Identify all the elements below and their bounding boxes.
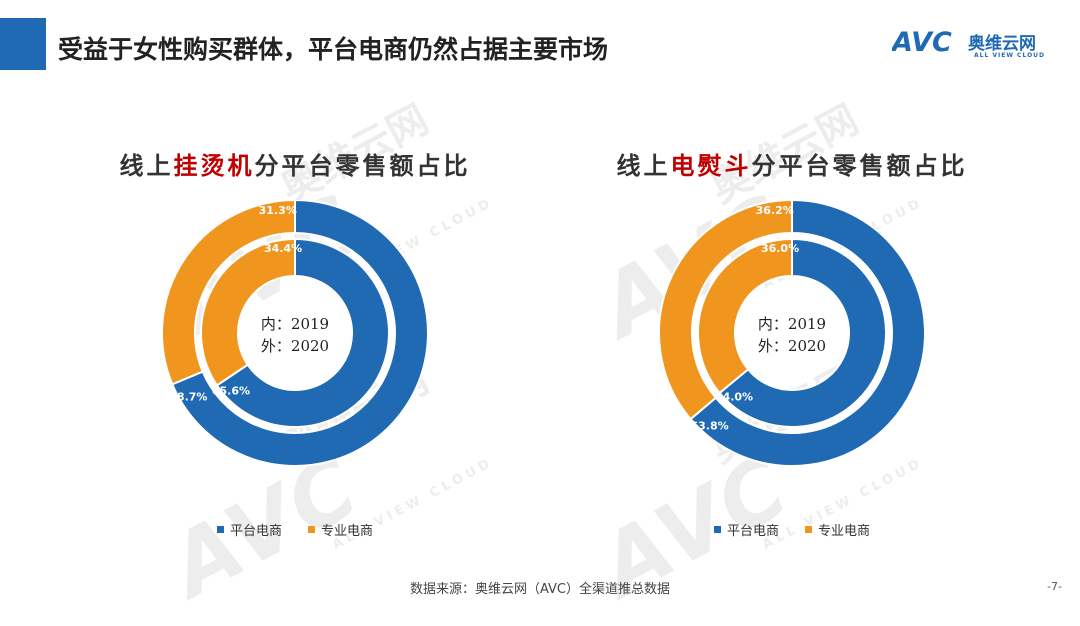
- outer-ring-label-platform: 63.8%: [690, 420, 728, 433]
- center-outer-year-label: 外：2020: [758, 337, 826, 355]
- chart-garment-steamer: 线上挂烫机分平台零售额占比 65.6% 34.4% 68.7% 31.3% 内：2019…: [85, 140, 505, 560]
- legend-label-specialty: 专业电商: [321, 524, 374, 539]
- chart-title-suffix: 分平台零售额占比: [254, 151, 471, 180]
- legend-item-specialty: 专业电商: [805, 520, 870, 539]
- logo-name: 奥维云网: [968, 34, 1036, 54]
- chart-electric-iron: 线上电熨斗分平台零售额占比 64.0% 36.0% 63.8% 36.2% 内：2019…: [582, 140, 1002, 560]
- inner-ring-label-platform: 64.0%: [715, 391, 753, 404]
- inner-ring-label-specialty: 36.0%: [761, 242, 799, 255]
- legend-item-platform: 平台电商: [713, 520, 779, 539]
- outer-ring-slice-platform: [170, 200, 429, 467]
- logo-tagline: ALL VIEW CLOUD: [974, 52, 1046, 59]
- avc-logo-mark: AVC: [892, 27, 952, 56]
- legend-item-specialty: 专业电商: [308, 520, 373, 539]
- outer-ring-label-platform: 68.7%: [169, 390, 207, 403]
- inner-ring-slice-platform: [718, 237, 887, 428]
- header-accent-bar: [0, 18, 46, 70]
- inner-ring-slice-specialty: [200, 237, 296, 387]
- chart-title-highlight: 挂烫机: [173, 151, 255, 180]
- inner-ring-slice-specialty: [697, 237, 793, 395]
- center-inner-year-label: 内：2019: [758, 315, 826, 333]
- outer-ring-label-specialty: 31.3%: [259, 204, 297, 217]
- avc-logo: AVC 奥维云网 ALL VIEW CLOUD: [892, 20, 1056, 64]
- chart-title: 线上挂烫机分平台零售额占比: [85, 146, 505, 181]
- legend-swatch-specialty: [308, 526, 315, 533]
- donut-chart: 64.0% 36.0% 63.8% 36.2% 内：2019 外：2020: [658, 200, 926, 467]
- chart-title: 线上电熨斗分平台零售额占比: [582, 146, 1002, 181]
- outer-ring-slice-specialty: [658, 200, 793, 421]
- chart-title-suffix: 分平台零售额占比: [751, 151, 968, 180]
- outer-ring-label-specialty: 36.2%: [756, 204, 794, 217]
- center-outer-year-label: 外：2020: [261, 337, 329, 355]
- chart-title-highlight: 电熨斗: [670, 151, 752, 180]
- page-title: 受益于女性购买群体，平台电商仍然占据主要市场: [58, 35, 609, 64]
- outer-ring-slice-platform: [689, 200, 926, 467]
- chart-title-prefix: 线上: [119, 151, 174, 180]
- logo-mark-text: AVC: [892, 27, 952, 56]
- inner-ring-label-specialty: 34.4%: [264, 242, 302, 255]
- chart-title-prefix: 线上: [616, 151, 671, 180]
- inner-ring-label-platform: 65.6%: [212, 384, 250, 397]
- legend-swatch-specialty: [805, 526, 812, 533]
- page-number: -7-: [1047, 580, 1062, 593]
- inner-ring-slice-platform: [215, 237, 390, 428]
- chart-legend: 平台电商 专业电商: [85, 520, 505, 539]
- legend-item-platform: 平台电商: [216, 520, 282, 539]
- legend-label-platform: 平台电商: [229, 524, 282, 539]
- legend-label-specialty: 专业电商: [818, 524, 871, 539]
- outer-ring-slice-specialty: [161, 200, 296, 386]
- center-inner-year-label: 内：2019: [261, 315, 329, 333]
- legend-swatch-platform: [216, 526, 224, 533]
- donut-chart: 65.6% 34.4% 68.7% 31.3% 内：2019 外：2020: [161, 200, 429, 467]
- legend-swatch-platform: [713, 526, 721, 533]
- chart-legend: 平台电商 专业电商: [582, 520, 1002, 539]
- legend-label-platform: 平台电商: [726, 524, 779, 539]
- data-source-note: 数据来源：奥维云网（AVC）全渠道推总数据: [409, 582, 671, 597]
